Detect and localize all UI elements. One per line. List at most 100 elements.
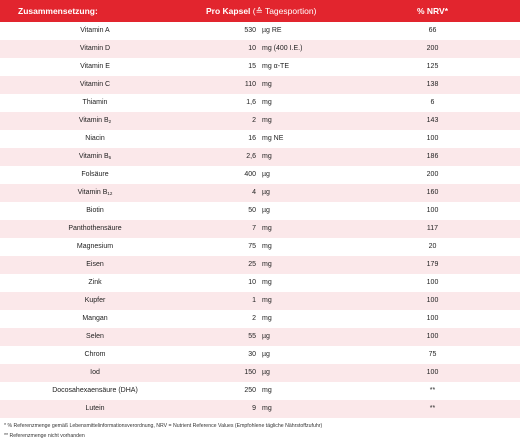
table-row: Thiamin 1,6 mg 6	[0, 94, 520, 112]
amount: 530	[244, 27, 256, 34]
amount: 16	[248, 135, 256, 142]
nutrient-name: Eisen	[0, 256, 190, 274]
table-row: Kupfer 1 mg 100	[0, 292, 520, 310]
table-row: Magnesium 75 mg 20	[0, 238, 520, 256]
amount: 9	[252, 405, 256, 412]
nutrient-name: Folsäure	[0, 166, 190, 184]
amount: 4	[252, 189, 256, 196]
header-composition: Zusammensetzung:	[18, 6, 98, 16]
nutrient-name: Vitamin B12	[0, 184, 190, 203]
table-row: Vitamin B6 2,6 mg 186	[0, 148, 520, 166]
table-row: Folsäure 400 µg 200	[0, 166, 520, 184]
header-nrv: % NRV*	[416, 6, 449, 16]
table-row: Iod 150 µg 100	[0, 364, 520, 382]
unit: mg	[262, 99, 272, 106]
unit: mg	[262, 315, 272, 322]
unit: mg	[262, 279, 272, 286]
nutrient-name: Biotin	[0, 202, 190, 220]
amount: 10	[248, 279, 256, 286]
nutrient-label: Magnesium	[76, 243, 114, 250]
unit: mg	[262, 153, 272, 160]
amount: 2	[252, 117, 256, 124]
nutrient-label: Niacin	[85, 135, 105, 142]
nutrient-label: Selen	[86, 333, 104, 340]
unit: µg	[262, 369, 270, 376]
nutrient-label: Vitamin C	[79, 81, 111, 88]
nrv-value: 143	[426, 117, 439, 124]
unit: mg NE	[262, 135, 284, 142]
nutrient-label: Vitamin D	[79, 45, 111, 52]
nrv-value: 160	[426, 189, 439, 196]
nutrient-name: Selen	[0, 328, 190, 346]
nrv-value: 6	[430, 99, 435, 106]
table-row: Vitamin E 15 mg α-TE 125	[0, 58, 520, 76]
unit: µg	[262, 171, 270, 178]
nutrient-label: Mangan	[82, 315, 108, 322]
nutrient-name: Vitamin E	[0, 58, 190, 76]
nutrient-subscript: 2	[108, 119, 112, 124]
nrv-value: 117	[426, 225, 439, 232]
unit: µg	[262, 333, 270, 340]
nutrient-label: Iod	[90, 369, 100, 376]
nutrient-name: Vitamin B2	[0, 112, 190, 131]
unit: mg	[262, 261, 272, 268]
table-row: Docosahexaensäure (DHA) 250 mg **	[0, 382, 520, 400]
table-row: Biotin 50 µg 100	[0, 202, 520, 220]
table-row: Selen 55 µg 100	[0, 328, 520, 346]
nutrient-label: Vitamin A	[80, 27, 110, 34]
unit: µg	[262, 207, 270, 214]
nutrient-name: Panthothensäure	[0, 220, 190, 238]
table-header: Zusammensetzung: Pro Kapsel (≙ Tagesport…	[0, 0, 520, 22]
header-per-capsule-label: Pro Kapsel	[206, 6, 251, 16]
nutrient-label: Panthothensäure	[68, 225, 122, 232]
unit: mg	[262, 297, 272, 304]
nrv-value: 100	[426, 315, 439, 322]
nutrient-label: Docosahexaensäure (DHA)	[52, 387, 138, 394]
nrv-value: **	[429, 387, 436, 394]
header-per-capsule: Pro Kapsel (≙ Tagesportion)	[206, 0, 316, 22]
nrv-value: 100	[426, 369, 439, 376]
nutrient-label: Thiamin	[82, 99, 108, 106]
table-row: Eisen 25 mg 179	[0, 256, 520, 274]
table-row: Niacin 16 mg NE 100	[0, 130, 520, 148]
nutrient-label: Eisen	[86, 261, 104, 268]
nrv-value: 138	[426, 81, 439, 88]
unit: mg	[262, 81, 272, 88]
unit: mg α-TE	[262, 63, 289, 70]
nutrient-name: Lutein	[0, 400, 190, 418]
nutrient-label: Lutein	[85, 405, 105, 412]
nutrient-label: Chrom	[84, 351, 106, 358]
table-row: Lutein 9 mg **	[0, 400, 520, 418]
nutrient-name: Mangan	[0, 310, 190, 328]
unit: mg	[262, 387, 272, 394]
table-row: Mangan 2 mg 100	[0, 310, 520, 328]
amount: 25	[248, 261, 256, 268]
nutrient-name: Niacin	[0, 130, 190, 148]
nrv-value: 20	[428, 243, 437, 250]
unit: mg	[262, 243, 272, 250]
nrv-value: 100	[426, 333, 439, 340]
nutrient-subscript: 6	[108, 155, 112, 160]
nutrient-name: Chrom	[0, 346, 190, 364]
unit: µg RE	[262, 27, 282, 34]
nrv-value: 100	[426, 135, 439, 142]
nutrient-name: Vitamin A	[0, 22, 190, 40]
amount: 250	[244, 387, 256, 394]
table-row: Vitamin A 530 µg RE 66	[0, 22, 520, 40]
amount: 30	[248, 351, 256, 358]
amount: 1,6	[246, 99, 256, 106]
nutrient-label: Vitamin B	[77, 189, 108, 196]
footnote: ** Referenzmenge nicht vorhanden	[4, 433, 85, 439]
unit: mg	[262, 405, 272, 412]
nrv-value: 125	[426, 63, 439, 70]
nrv-value: 200	[426, 45, 439, 52]
unit: mg	[262, 225, 272, 232]
nrv-value: 100	[426, 297, 439, 304]
nutrient-name: Kupfer	[0, 292, 190, 310]
amount: 55	[248, 333, 256, 340]
nrv-value: 66	[428, 27, 437, 34]
nrv-value: 200	[426, 171, 439, 178]
amount: 1	[252, 297, 256, 304]
nutrient-label: Kupfer	[84, 297, 106, 304]
